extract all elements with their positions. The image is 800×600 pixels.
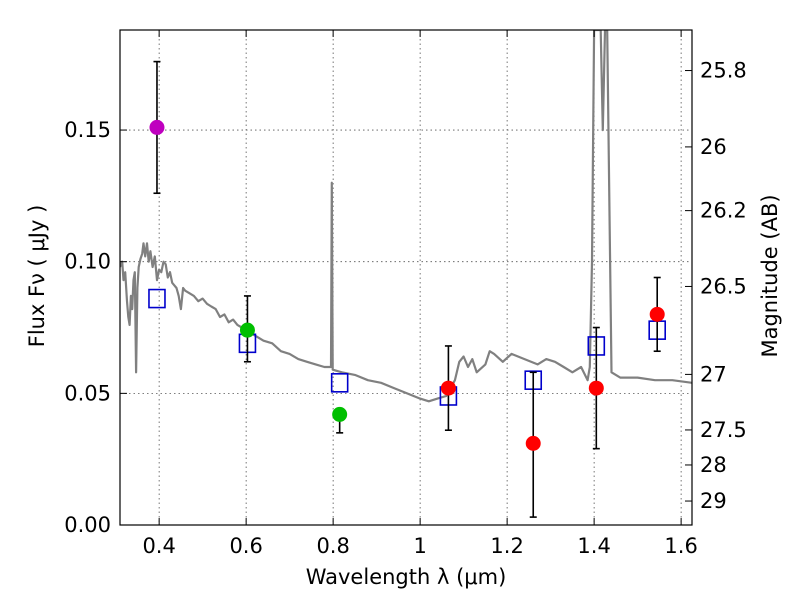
right-tick-label: 26.5: [700, 274, 747, 298]
right-tick-label: 26.2: [700, 199, 747, 223]
x-tick-label: 1.4: [577, 534, 610, 558]
x-tick-label: 1.6: [664, 534, 697, 558]
y-tick-label: 0.15: [64, 118, 111, 142]
x-tick-label: 1: [413, 534, 426, 558]
x-axis-title: Wavelength λ (μm): [306, 565, 507, 589]
right-tick-label: 25.8: [700, 59, 747, 83]
axes: [119, 29, 693, 526]
y-tick-label: 0.00: [64, 513, 111, 537]
observed-point: [525, 435, 541, 451]
model-photometry-square: [330, 373, 349, 393]
grid: [120, 30, 692, 526]
right-tick-label: 27: [700, 362, 727, 386]
observed-point: [149, 119, 165, 135]
right-tick-label: 28: [700, 453, 727, 477]
plot-frame: [119, 29, 693, 526]
spectrum-layer: [120, 30, 692, 403]
x-tick-label: 0.6: [229, 534, 262, 558]
x-tick-label: 0.8: [316, 534, 349, 558]
model-spectrum-line: [120, 30, 692, 403]
observed-point: [649, 306, 665, 322]
x-tick-label: 1.2: [490, 534, 523, 558]
tick-labels: 0.4 0.6 0.8 1 1.2 1.4 1.6 0.00 0.05 0.10 0.15 25.8 2…: [64, 59, 747, 558]
points-layer: [148, 60, 667, 518]
right-axis-title: Magnitude (AB): [758, 194, 782, 357]
y-tick-label: 0.05: [64, 381, 111, 405]
observed-point: [588, 380, 604, 396]
observed-point: [239, 322, 255, 338]
right-tick-label: 26: [700, 135, 727, 159]
model-photometry-square: [148, 288, 166, 309]
right-tick-label: 29: [700, 489, 727, 513]
x-tick-label: 0.4: [142, 534, 175, 558]
right-tick-label: 27.5: [700, 418, 747, 442]
observed-point: [440, 380, 456, 396]
y-tick-label: 0.10: [64, 250, 111, 274]
observed-point: [332, 406, 348, 422]
y-axis-title: Flux Fν ( μJy ): [25, 205, 49, 348]
